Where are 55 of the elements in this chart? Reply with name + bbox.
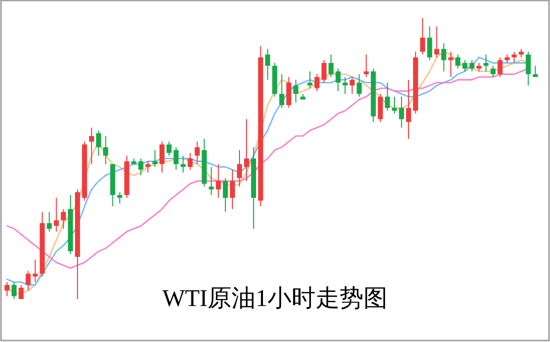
- candlestick: [160, 141, 165, 174]
- candlestick: [26, 270, 31, 292]
- candlestick: [12, 282, 17, 300]
- candlestick: [293, 79, 298, 103]
- candlestick: [216, 164, 221, 198]
- candlestick: [208, 166, 214, 196]
- candlestick: [174, 146, 179, 170]
- candlestick: [4, 282, 10, 297]
- candlestick: [222, 178, 228, 212]
- candlestick: [328, 54, 334, 78]
- candlestick: [166, 141, 172, 156]
- candlestick: [322, 60, 327, 84]
- candlestick: [180, 155, 186, 174]
- candlestick: [236, 150, 242, 188]
- candlestick: [138, 158, 144, 176]
- candlestick: [512, 51, 517, 64]
- candlestick: [265, 48, 270, 80]
- candlestick: [230, 169, 235, 210]
- candlestick: [46, 211, 52, 232]
- candlestick: [89, 127, 94, 165]
- candlestick: [279, 74, 284, 108]
- candlestick: [434, 26, 440, 58]
- candlestick: [378, 93, 383, 122]
- candlestick: [469, 60, 474, 72]
- candlestick: [356, 74, 362, 98]
- candlestick: [498, 56, 503, 78]
- candlestick: [490, 65, 496, 78]
- candlestick: [350, 76, 355, 94]
- candlestick: [103, 136, 108, 165]
- candlestick: [314, 74, 320, 92]
- candlestick: [18, 284, 24, 300]
- candlestick: [462, 60, 468, 72]
- candlestick: [406, 79, 412, 140]
- candlestick: [342, 76, 348, 94]
- candlestick: [398, 96, 404, 128]
- candlestick: [427, 26, 432, 61]
- candlestick: [384, 82, 390, 112]
- candlestick: [307, 70, 312, 89]
- candlestick: [188, 152, 193, 170]
- candlestick: [455, 54, 460, 70]
- candlestick: [336, 68, 341, 92]
- candlestick: [484, 54, 489, 72]
- candlestick: [194, 141, 200, 165]
- candlestick: [286, 76, 292, 108]
- candlestick: [526, 51, 531, 86]
- candlestick: [244, 118, 250, 182]
- candlestick: [145, 160, 150, 174]
- candlestick: [54, 197, 59, 232]
- text: WTI原油1小时走势图: [162, 286, 388, 312]
- candlestick: [60, 208, 66, 230]
- candlestick: [32, 259, 38, 283]
- candlestick: [117, 192, 122, 204]
- candlestick: [441, 42, 446, 72]
- candlestick: [96, 130, 102, 156]
- candlestick: [420, 18, 426, 56]
